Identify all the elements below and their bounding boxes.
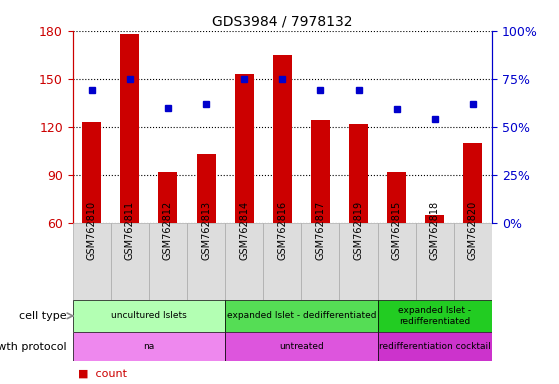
Bar xyxy=(273,55,292,223)
Text: GSM762810: GSM762810 xyxy=(87,200,97,260)
Title: GDS3984 / 7978132: GDS3984 / 7978132 xyxy=(212,14,353,28)
Bar xyxy=(387,172,406,223)
Bar xyxy=(377,223,416,300)
Text: na: na xyxy=(143,342,154,351)
Bar xyxy=(225,332,377,361)
Bar xyxy=(349,124,368,223)
Text: GSM762811: GSM762811 xyxy=(125,200,135,260)
Bar xyxy=(149,223,187,300)
Bar xyxy=(416,223,454,300)
Bar xyxy=(301,223,339,300)
Bar xyxy=(463,143,482,223)
Bar xyxy=(197,154,216,223)
Text: GSM762819: GSM762819 xyxy=(353,200,363,260)
Text: GSM762817: GSM762817 xyxy=(315,200,325,260)
Text: ■  count: ■ count xyxy=(78,368,127,378)
Text: uncultured Islets: uncultured Islets xyxy=(111,311,187,320)
Bar xyxy=(187,223,225,300)
Bar xyxy=(158,172,178,223)
Text: redifferentiation cocktail: redifferentiation cocktail xyxy=(379,342,491,351)
Text: untreated: untreated xyxy=(279,342,324,351)
Text: expanded Islet -
redifferentiated: expanded Islet - redifferentiated xyxy=(398,306,471,326)
Text: GSM762815: GSM762815 xyxy=(392,200,401,260)
Bar xyxy=(225,223,263,300)
Bar xyxy=(73,300,225,332)
Text: expanded Islet - dedifferentiated: expanded Islet - dedifferentiated xyxy=(226,311,376,320)
Text: GSM762814: GSM762814 xyxy=(239,200,249,260)
Bar xyxy=(263,223,301,300)
Bar xyxy=(339,223,377,300)
Bar xyxy=(120,34,139,223)
Bar xyxy=(111,223,149,300)
Bar xyxy=(82,122,101,223)
Bar xyxy=(235,74,254,223)
Text: GSM762816: GSM762816 xyxy=(277,200,287,260)
Text: GSM762813: GSM762813 xyxy=(201,200,211,260)
Bar xyxy=(377,332,492,361)
Bar xyxy=(225,300,377,332)
Text: growth protocol: growth protocol xyxy=(0,341,67,352)
Text: GSM762818: GSM762818 xyxy=(430,200,440,260)
Bar xyxy=(377,300,492,332)
Bar xyxy=(425,215,444,223)
Bar xyxy=(73,332,225,361)
Text: cell type: cell type xyxy=(20,311,67,321)
Bar xyxy=(454,223,492,300)
Bar xyxy=(73,223,111,300)
Text: GSM762820: GSM762820 xyxy=(468,200,478,260)
Bar xyxy=(311,120,330,223)
Text: GSM762812: GSM762812 xyxy=(163,200,173,260)
